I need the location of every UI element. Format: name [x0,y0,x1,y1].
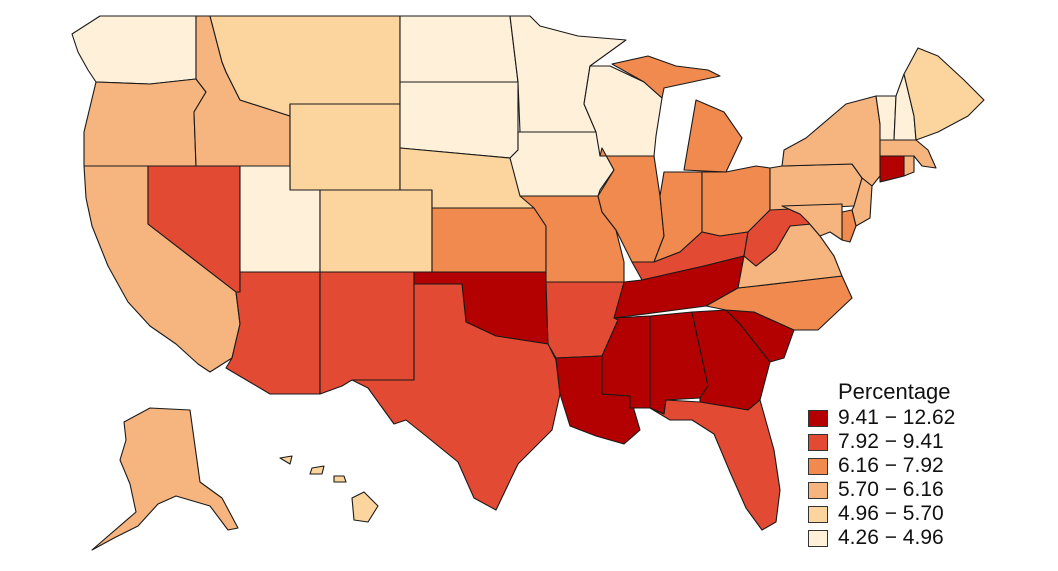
state-oregon: Oregon [83,78,207,167]
legend-label: 4.26 − 4.96 [838,526,944,549]
legend-label: 9.41 − 12.62 [838,406,956,429]
legend-row: 9.41 − 12.62 [808,406,955,430]
state-alaska: Alaska [91,407,239,551]
state-maine: Maine [903,47,985,141]
state-hawaii: Hawaii [279,455,379,523]
legend-row: 6.16 − 7.92 [808,454,955,478]
legend-row: 4.26 − 4.96 [808,526,955,550]
legend-row: 4.96 − 5.70 [808,502,955,526]
legend-swatch [808,505,828,523]
state-wisconsin: Wisconsin [583,65,663,157]
state-north-dakota: North Dakota [399,15,519,83]
state-illinois: Illinois [597,147,665,263]
legend-swatch [808,457,828,475]
legend-swatch [808,481,828,499]
state-vermont: Vermont [875,95,897,141]
legend-swatch [808,433,828,451]
state-pennsylvania: Pennsylvania [769,163,863,211]
state-rhode-island: Rhode Island [903,155,915,177]
state-wyoming: Wyoming [289,103,401,191]
state-massachusetts: Massachusetts [879,139,937,169]
state-kansas: Kansas [431,207,547,273]
state-washington: Washington [71,15,197,85]
legend-swatch [808,409,828,427]
legend-row: 5.70 − 6.16 [808,478,955,502]
legend-label: 5.70 − 6.16 [838,478,944,501]
map-legend: Percentage 9.41 − 12.62 7.92 − 9.41 6.16 −… [808,380,955,550]
state-connecticut: Connecticut [879,155,905,183]
state-south-dakota: South Dakota [399,81,519,159]
state-colorado: Colorado [319,189,433,273]
legend-title: Percentage [838,379,951,404]
legend-label: 6.16 − 7.92 [838,454,944,477]
legend-label: 7.92 − 9.41 [838,430,944,453]
state-arizona: Arizona [225,271,321,395]
legend-label: 4.96 − 5.70 [838,502,944,525]
legend-swatch [808,529,828,547]
state-maryland: Maryland [781,203,843,241]
legend-row: 7.92 − 9.41 [808,430,955,454]
state-florida: Florida [649,399,781,531]
state-new-mexico: New Mexico [319,271,415,395]
state-texas: Texas [351,283,561,511]
